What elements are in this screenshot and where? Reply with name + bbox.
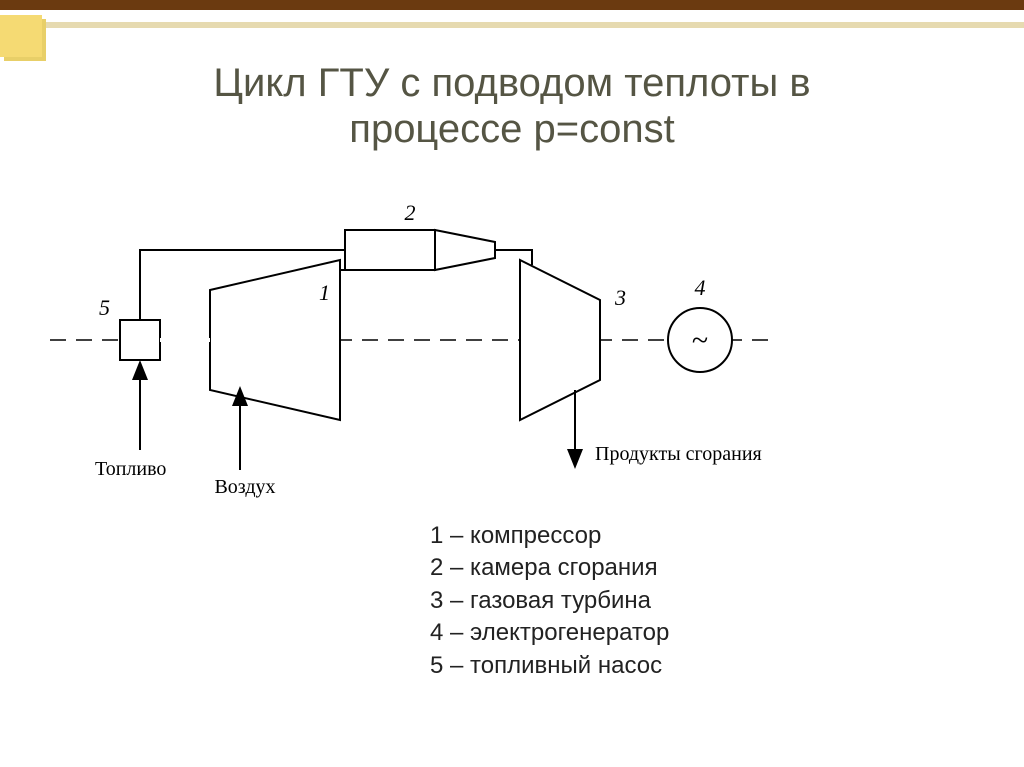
num-2: 2	[405, 200, 416, 225]
legend-num: 5	[430, 652, 443, 679]
legend-num: 2	[430, 554, 443, 581]
legend-num: 4	[430, 619, 443, 646]
num-3: 3	[614, 285, 626, 310]
bar-top	[0, 0, 1024, 10]
legend: 1 – компрессор 2 – камера сгорания 3 – г…	[430, 520, 669, 682]
legend-item-4: 4 – электрогенератор	[430, 617, 669, 649]
legend-text: камера сгорания	[470, 554, 658, 581]
legend-text: газовая турбина	[470, 587, 651, 614]
legend-item-5: 5 – топливный насос	[430, 650, 669, 682]
legend-item-2: 2 – камера сгорания	[430, 552, 669, 584]
num-1: 1	[319, 280, 330, 305]
legend-text: электрогенератор	[470, 619, 669, 646]
corner-decoration	[0, 15, 42, 57]
legend-item-1: 1 – компрессор	[430, 520, 669, 552]
legend-num: 1	[430, 522, 443, 549]
label-products: Продукты сгорания	[595, 443, 762, 465]
fuel-pump	[120, 320, 160, 360]
title-line-2: процессе p=const	[349, 107, 674, 151]
title-line-1: Цикл ГТУ с подводом теплоты в	[213, 61, 810, 105]
legend-text: топливный насос	[470, 652, 662, 679]
combustion-chamber-body	[345, 230, 435, 270]
bar-mid	[0, 10, 1024, 22]
num-5: 5	[99, 295, 110, 320]
label-fuel: Топливо	[95, 458, 166, 480]
slide-title: Цикл ГТУ с подводом теплоты в процессе p…	[0, 60, 1024, 152]
generator-symbol: ~	[692, 324, 708, 357]
legend-item-3: 3 – газовая турбина	[430, 585, 669, 617]
bar-accent	[0, 22, 1024, 28]
num-4: 4	[695, 275, 706, 300]
slide-top-bars	[0, 0, 1024, 28]
gtu-cycle-diagram: ~ 1 2 3 4 5 Топливо Воздух Продукты сгор…	[40, 190, 780, 490]
legend-text: компрессор	[470, 522, 601, 549]
pipe-compressor-to-chamber	[340, 270, 345, 280]
gas-turbine	[520, 260, 600, 420]
legend-num: 3	[430, 587, 443, 614]
combustion-chamber-nozzle	[435, 230, 495, 270]
label-air: Воздух	[214, 476, 275, 498]
